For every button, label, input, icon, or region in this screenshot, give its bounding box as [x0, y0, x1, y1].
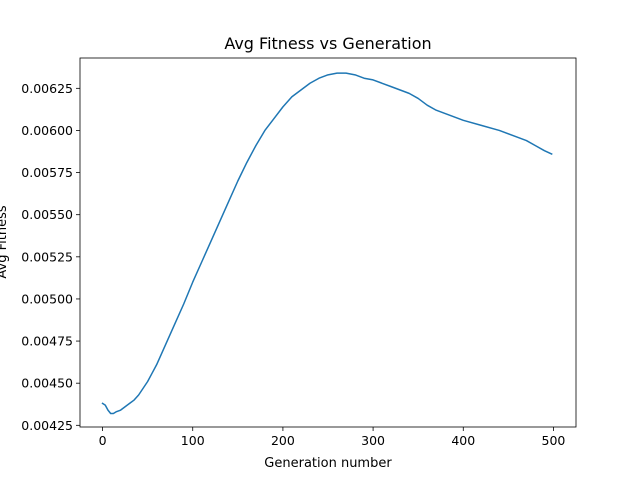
x-tick-label-200: 200 — [271, 433, 295, 448]
chart-title: Avg Fitness vs Generation — [224, 34, 431, 53]
series-line-1 — [101, 72, 553, 415]
x-tick-label-500: 500 — [542, 433, 566, 448]
y-axis-label: Avg Fitness — [0, 205, 10, 278]
y-tick-label-4: 0.00525 — [21, 249, 73, 264]
y-tick-label-5: 0.00550 — [21, 207, 73, 222]
x-tick-label-100: 100 — [181, 433, 205, 448]
x-tick-label-300: 300 — [361, 433, 385, 448]
y-tick-label-3: 0.00500 — [21, 291, 73, 306]
x-axis-label: Generation number — [264, 456, 392, 471]
y-tick-label-8: 0.00625 — [21, 81, 73, 96]
y-tick-label-7: 0.00600 — [21, 123, 73, 138]
plot-area: 0 100 200 300 400 500 0.00425 0.00450 0.00475 0.0… — [21, 57, 577, 448]
x-tick-label-400: 400 — [451, 433, 475, 448]
y-tick-label-1: 0.00450 — [21, 376, 73, 391]
y-tick-label-0: 0.00425 — [21, 418, 73, 433]
y-tick-label-6: 0.00575 — [21, 165, 73, 180]
x-tick-label-0: 0 — [99, 433, 107, 448]
axes-frame — [79, 57, 577, 428]
y-tick-label-2: 0.00475 — [21, 334, 73, 349]
